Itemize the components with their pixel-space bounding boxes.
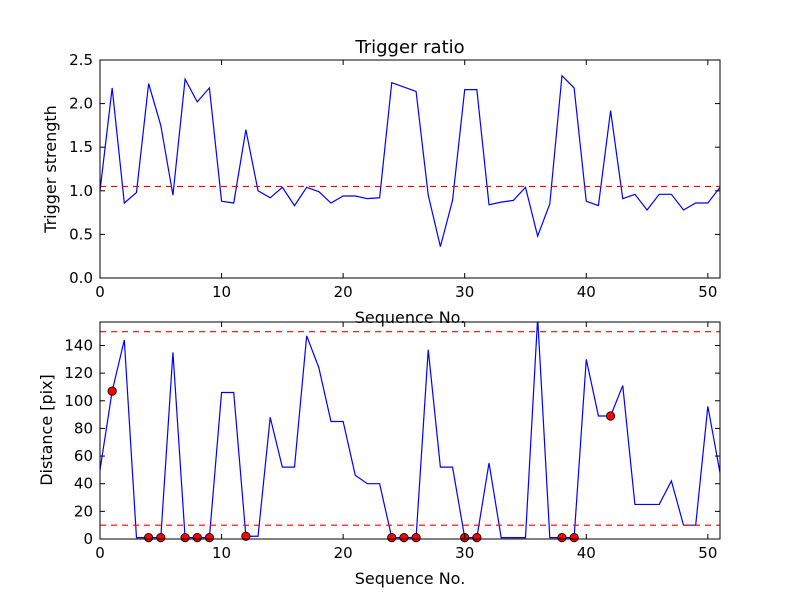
series-line-0 [100,74,720,247]
x-tick-label: 0 [95,283,105,301]
distance-chart: 0 10 20 30 40 50 0 20 40 60 80 100 120 140 Sequence … [37,321,721,588]
data-point-marker [204,533,215,543]
x-axis-label: Sequence No. [355,569,466,588]
x-tick-label: 20 [334,544,353,562]
trigger-ratio-chart: Trigger ratio 0 10 20 30 40 50 0.0 0.5 1.0 1.5 2.… [41,37,721,327]
y-axis-ticks: 0 20 40 60 80 100 120 140 [64,336,720,548]
x-tick-label: 50 [698,283,717,301]
data-point-marker [156,533,166,543]
x-tick-label: 0 [95,544,105,562]
plot-area [100,322,720,543]
y-tick-label: 40 [74,475,93,493]
data-point-marker [399,533,409,543]
data-point-marker [387,533,397,543]
y-tick-label: 120 [64,364,93,382]
y-axis-label: Trigger strength [41,105,60,234]
x-tick-label: 20 [334,283,353,301]
data-point-marker [144,533,154,543]
y-tick-label: 80 [74,419,93,437]
y-tick-label: 0.5 [69,225,93,243]
data-point-marker [241,531,251,541]
y-tick-label: 0 [83,530,93,548]
data-point-marker [569,533,579,543]
axes-frame [99,59,721,279]
y-tick-label: 2.0 [69,95,93,113]
y-tick-label: 60 [74,447,93,465]
data-point-marker [557,533,567,543]
x-tick-label: 30 [455,544,474,562]
y-tick-label: 2.5 [69,51,93,69]
x-tick-label: 10 [212,283,231,301]
y-tick-label: 140 [64,336,93,354]
y-tick-label: 100 [64,392,93,410]
y-axis-label: Distance [pix] [37,374,56,486]
chart-title: Trigger ratio [354,37,464,58]
data-point-marker [472,533,482,543]
x-tick-label: 30 [455,283,474,301]
y-tick-label: 1.5 [69,138,93,156]
x-tick-label: 40 [577,544,596,562]
x-axis-label: Sequence No. [355,308,466,327]
data-point-marker [107,386,117,396]
x-tick-label: 40 [577,283,596,301]
data-point-marker [605,411,616,421]
y-tick-label: 0.0 [69,269,93,287]
x-axis-ticks: 0 10 20 30 40 50 [95,60,717,301]
data-point-marker [180,533,190,543]
x-axis-ticks: 0 10 20 30 40 50 [95,322,717,562]
x-tick-label: 50 [698,544,717,562]
series-line-0 [100,322,720,539]
y-tick-label: 20 [74,502,93,520]
data-point-marker [192,533,202,543]
axes-frame [99,321,721,540]
x-tick-label: 10 [212,544,231,562]
plot-area [100,74,720,247]
data-point-marker [411,533,421,543]
y-axis-ticks: 0.0 0.5 1.0 1.5 2.0 2.5 [69,51,720,287]
y-tick-label: 1.0 [69,182,93,200]
